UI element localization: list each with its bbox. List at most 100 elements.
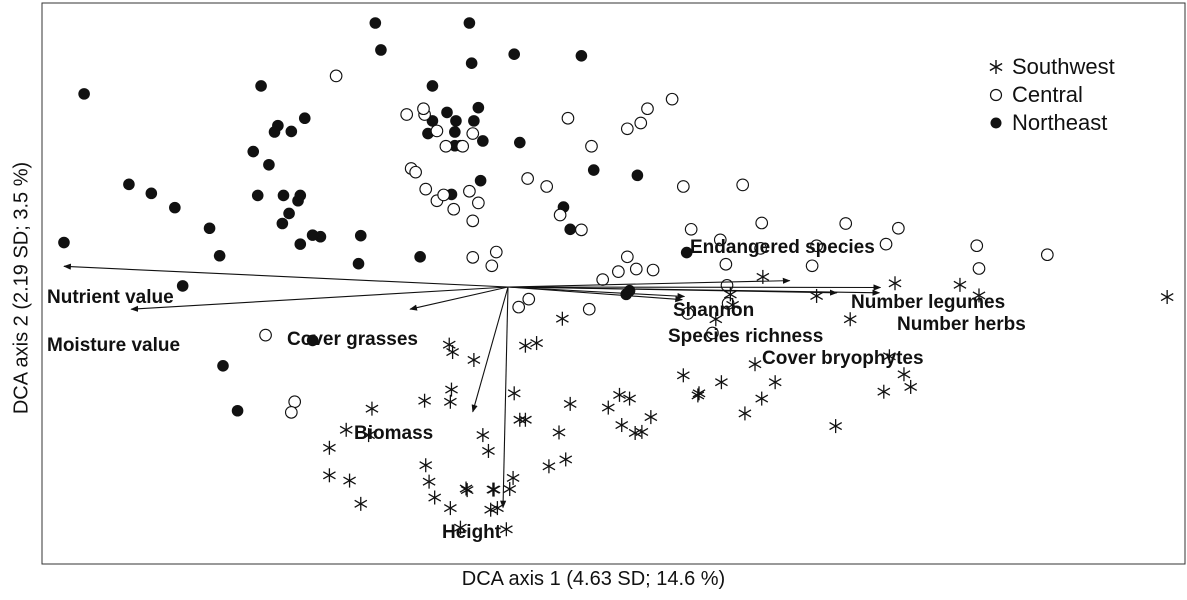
point-southwest-16 (843, 312, 857, 327)
point-southwest-46 (443, 501, 457, 516)
point-southwest-51 (343, 473, 356, 488)
point-southwest-71 (563, 396, 577, 411)
point-northeast-37 (203, 222, 216, 235)
point-southwest-47 (339, 422, 353, 437)
point-central-30 (754, 242, 767, 255)
point-southwest-39 (499, 522, 513, 537)
point-southwest-42 (460, 483, 474, 498)
point-central-21 (620, 122, 634, 136)
point-northeast-3 (465, 57, 478, 70)
point-central-48 (596, 273, 610, 286)
vector-arrow-cover-grasses (409, 286, 509, 311)
point-northeast-48 (680, 246, 693, 259)
point-central-43 (620, 250, 634, 264)
point-northeast-10 (285, 125, 298, 138)
point-central-34 (879, 237, 893, 251)
point-central-18 (540, 180, 554, 193)
point-central-1 (439, 139, 453, 153)
vector-arrow-moisture-value (130, 286, 509, 312)
point-northeast-0 (369, 17, 382, 29)
vector-label-nutrient-value: Nutrient value (47, 287, 174, 308)
open-circle-marker-icon (986, 85, 1008, 105)
point-northeast-54 (231, 404, 244, 417)
point-central-47 (706, 326, 719, 340)
point-southwest-30 (476, 428, 490, 443)
x-axis-label: DCA axis 1 (4.63 SD; 14.6 %) (461, 568, 726, 590)
point-northeast-8 (426, 80, 439, 92)
point-central-12 (437, 188, 450, 202)
point-northeast-14 (263, 158, 275, 171)
point-central-23 (665, 92, 679, 106)
point-central-36 (970, 239, 984, 253)
point-northeast-30 (169, 201, 181, 214)
vectors-layer: Endangered species Shannon Species richnes… (47, 237, 1026, 543)
point-northeast-46 (414, 251, 426, 263)
point-southwest-36 (487, 482, 501, 497)
point-southwest-69 (467, 352, 481, 367)
point-northeast-21 (441, 106, 453, 119)
point-southwest-7 (1160, 290, 1174, 305)
point-northeast-1 (463, 17, 476, 29)
point-northeast-17 (450, 115, 462, 127)
point-northeast-13 (247, 145, 260, 158)
point-northeast-34 (294, 189, 307, 202)
point-central-7 (456, 139, 470, 153)
point-northeast-28 (123, 178, 135, 191)
point-southwest-22 (601, 400, 615, 415)
point-northeast-39 (213, 249, 226, 262)
point-southwest-72 (513, 412, 527, 427)
point-central-13 (447, 202, 461, 216)
point-southwest-17 (882, 349, 896, 364)
point-southwest-33 (506, 470, 520, 485)
legend-item-northeast: Northeast (986, 109, 1115, 137)
point-southwest-45 (422, 474, 436, 489)
point-southwest-73 (507, 386, 521, 401)
point-southwest-48 (362, 428, 376, 443)
point-southwest-12 (723, 287, 737, 302)
point-southwest-38 (454, 520, 467, 535)
point-central-33 (839, 217, 853, 230)
point-southwest-44 (419, 458, 433, 473)
point-southwest-53 (322, 440, 336, 455)
plot-frame (41, 2, 1186, 565)
point-central-35 (892, 221, 905, 235)
point-southwest-24 (615, 418, 629, 433)
point-southwest-57 (442, 337, 456, 352)
point-northeast-41 (352, 257, 365, 270)
point-central-46 (681, 307, 695, 320)
point-central-39 (810, 239, 823, 253)
vector-arrow-endangered-species (507, 277, 791, 288)
point-central-57 (284, 405, 298, 419)
point-central-26 (575, 223, 588, 237)
point-central-55 (259, 328, 272, 342)
point-central-10 (419, 182, 433, 196)
vector-label-moisture-value: Moisture value (47, 335, 180, 356)
legend: Southwest Central Northeast (986, 53, 1115, 137)
point-northeast-6 (78, 88, 90, 100)
point-central-49 (582, 302, 596, 316)
point-southwest-58 (555, 311, 569, 326)
point-southwest-55 (443, 394, 457, 409)
point-central-15 (472, 196, 485, 210)
point-northeast-26 (587, 164, 600, 176)
vector-label-cover-grasses: Cover grasses (287, 329, 418, 350)
point-central-9 (409, 165, 422, 179)
point-central-22 (634, 116, 648, 130)
point-central-29 (713, 233, 727, 247)
point-southwest-27 (518, 412, 532, 427)
point-southwest-68 (904, 379, 918, 394)
point-central-44 (612, 265, 625, 278)
filled-circle-marker-icon (986, 113, 1008, 133)
point-southwest-61 (692, 386, 706, 401)
point-central-19 (585, 139, 598, 153)
vector-arrow-nutrient-value (63, 263, 509, 288)
point-central-3 (400, 108, 414, 121)
point-southwest-21 (613, 387, 626, 402)
point-central-6 (430, 124, 444, 138)
point-southwest-32 (542, 459, 556, 474)
point-central-40 (805, 259, 819, 273)
vector-arrow-shannon (507, 286, 686, 300)
point-southwest-66 (877, 384, 891, 399)
point-central-52 (485, 259, 499, 273)
